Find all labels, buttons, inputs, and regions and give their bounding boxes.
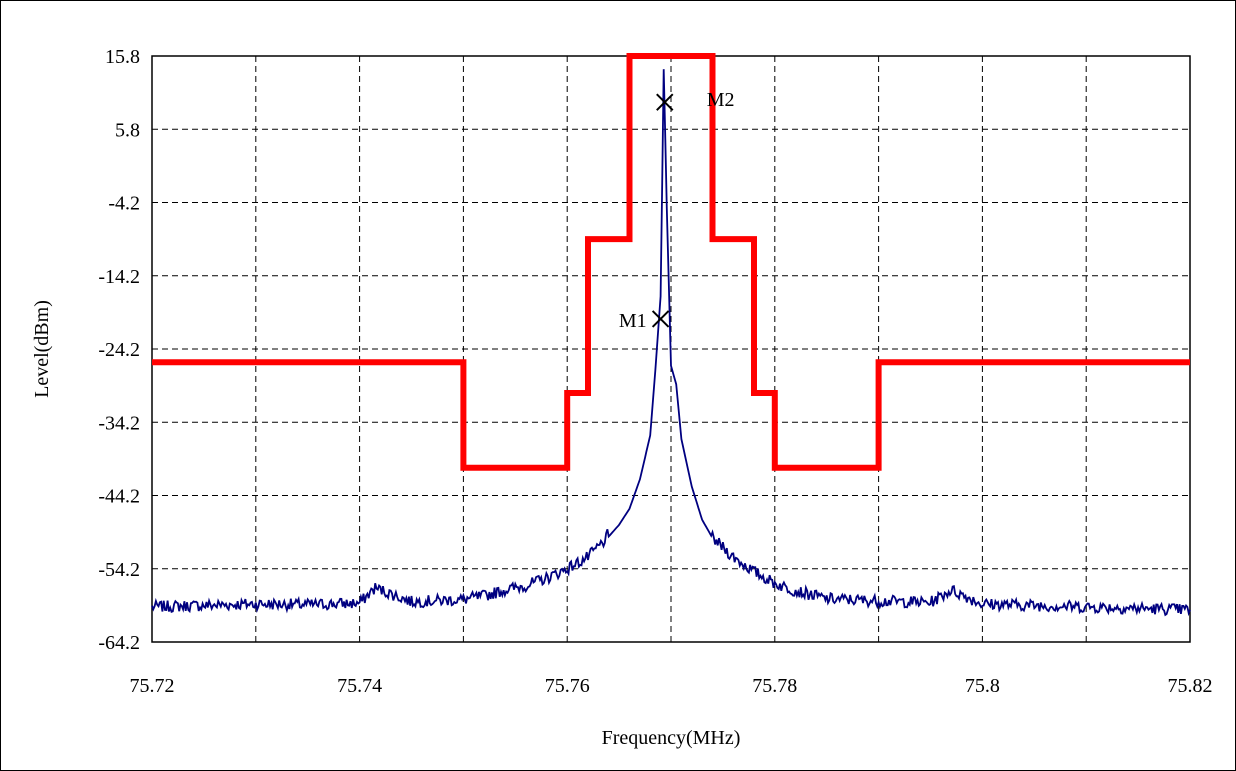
grid-lines — [152, 56, 1190, 642]
y-tick-label: -14.2 — [98, 266, 140, 288]
x-axis-title: Frequency(MHz) — [602, 727, 741, 749]
x-tick-label: 75.76 — [545, 675, 590, 697]
x-tick-label: 75.74 — [337, 675, 382, 697]
y-tick-label: -4.2 — [108, 193, 140, 215]
x-tick-label: 75.82 — [1168, 675, 1213, 697]
y-tick-label: -44.2 — [98, 486, 140, 508]
marker-label: M1 — [619, 310, 647, 332]
y-tick-label: -64.2 — [98, 632, 140, 654]
y-tick-label: -24.2 — [98, 339, 140, 361]
y-tick-label: -34.2 — [98, 412, 140, 434]
y-tick-label: -54.2 — [98, 559, 140, 581]
emission-mask-line — [152, 53, 1190, 471]
marker-m1: M1 — [619, 310, 670, 332]
y-tick-label: 15.8 — [105, 46, 140, 68]
marker-label: M2 — [707, 89, 735, 111]
x-tick-label: 75.8 — [965, 675, 1000, 697]
x-tick-label: 75.72 — [130, 675, 175, 697]
spectrum-series-line — [151, 69, 1191, 617]
marker-cross-stroke — [656, 93, 674, 111]
marker-cross-stroke — [651, 310, 670, 328]
y-axis-title: Level(dBm) — [31, 300, 53, 398]
y-tick-labels: 15.8 5.8 -4.2 -14.2 -24.2 -34.2 -44.2 -54.2 -64.… — [98, 46, 140, 654]
x-tick-labels: 75.72 75.74 75.76 75.78 75.8 75.82 — [130, 675, 1213, 697]
x-tick-label: 75.78 — [752, 675, 797, 697]
y-tick-label: 5.8 — [115, 119, 140, 141]
marker-m2: M2 — [656, 89, 735, 111]
marker-group: M1 M2 — [619, 89, 735, 332]
